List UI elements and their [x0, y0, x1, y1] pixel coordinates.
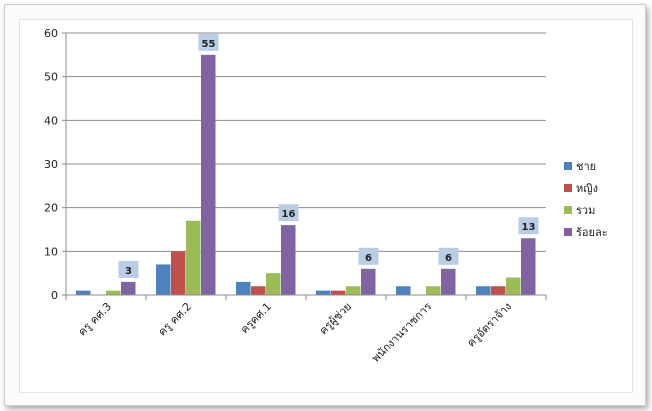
bar	[331, 290, 346, 295]
data-label: 16	[282, 209, 296, 220]
y-axis: 0 10 20 30 40 50 60	[44, 27, 67, 302]
x-category-label: ครู คศ.3	[76, 300, 115, 339]
data-label: 6	[365, 253, 372, 264]
bar	[361, 268, 376, 295]
bar	[396, 286, 411, 295]
bars	[76, 54, 536, 296]
data-label-box	[118, 260, 139, 278]
data-label-box	[278, 204, 299, 222]
y-tick-label: 0	[51, 289, 58, 302]
x-axis: ครู คศ.3 ครู คศ.2 ครูคศ.1 ครูผู้ช่วย พนักงาน…	[65, 294, 547, 365]
legend-swatch	[564, 162, 572, 170]
legend-swatch	[564, 184, 572, 192]
data-labels: 3 55 16 6 6 13	[118, 33, 539, 278]
bar	[236, 281, 251, 295]
data-label-box	[358, 247, 379, 265]
bar	[426, 286, 441, 295]
data-label: 55	[202, 39, 216, 50]
gridlines	[66, 32, 546, 296]
bar	[506, 277, 521, 295]
legend-label: ร้อยละ	[576, 226, 608, 239]
x-category-label: พนักงานราชการ	[369, 300, 434, 365]
bar	[171, 251, 186, 295]
bar	[121, 281, 136, 295]
x-category-label: ครู คศ.2	[156, 300, 195, 339]
x-category-label: ครูคศ.1	[238, 300, 274, 336]
data-label-box	[518, 217, 539, 235]
chart-frame	[4, 4, 646, 406]
data-label-box	[198, 33, 219, 51]
data-label: 3	[125, 266, 132, 277]
x-category-label: ครูผู้ช่วย	[317, 300, 354, 337]
bar	[201, 54, 216, 296]
y-tick-label: 30	[44, 158, 58, 171]
legend-label: ชาย	[576, 160, 596, 173]
legend-label: หญิง	[576, 182, 598, 195]
legend-swatch	[564, 206, 572, 214]
bar	[281, 225, 296, 295]
data-label: 13	[522, 222, 536, 233]
legend-swatch	[564, 228, 572, 236]
bar	[156, 264, 171, 295]
bar	[316, 290, 331, 295]
bar	[266, 273, 281, 295]
x-category-label: ครูอัตราจ้าง	[465, 300, 515, 350]
chart-area	[19, 19, 633, 393]
data-label: 6	[445, 253, 452, 264]
data-label-box	[438, 247, 459, 265]
bar	[476, 286, 491, 295]
y-tick-label: 60	[44, 27, 58, 40]
y-tick-label: 10	[44, 245, 58, 258]
bar	[521, 238, 536, 295]
y-tick-label: 50	[44, 71, 58, 84]
bar	[346, 286, 361, 295]
legend-label: รวม	[576, 204, 595, 217]
bar	[251, 286, 266, 295]
y-tick-label: 20	[44, 202, 58, 215]
bar	[186, 220, 201, 295]
y-tick-label: 40	[44, 114, 58, 127]
bar	[441, 268, 456, 295]
bar	[76, 290, 91, 295]
bar	[106, 290, 121, 295]
bar	[491, 286, 506, 295]
